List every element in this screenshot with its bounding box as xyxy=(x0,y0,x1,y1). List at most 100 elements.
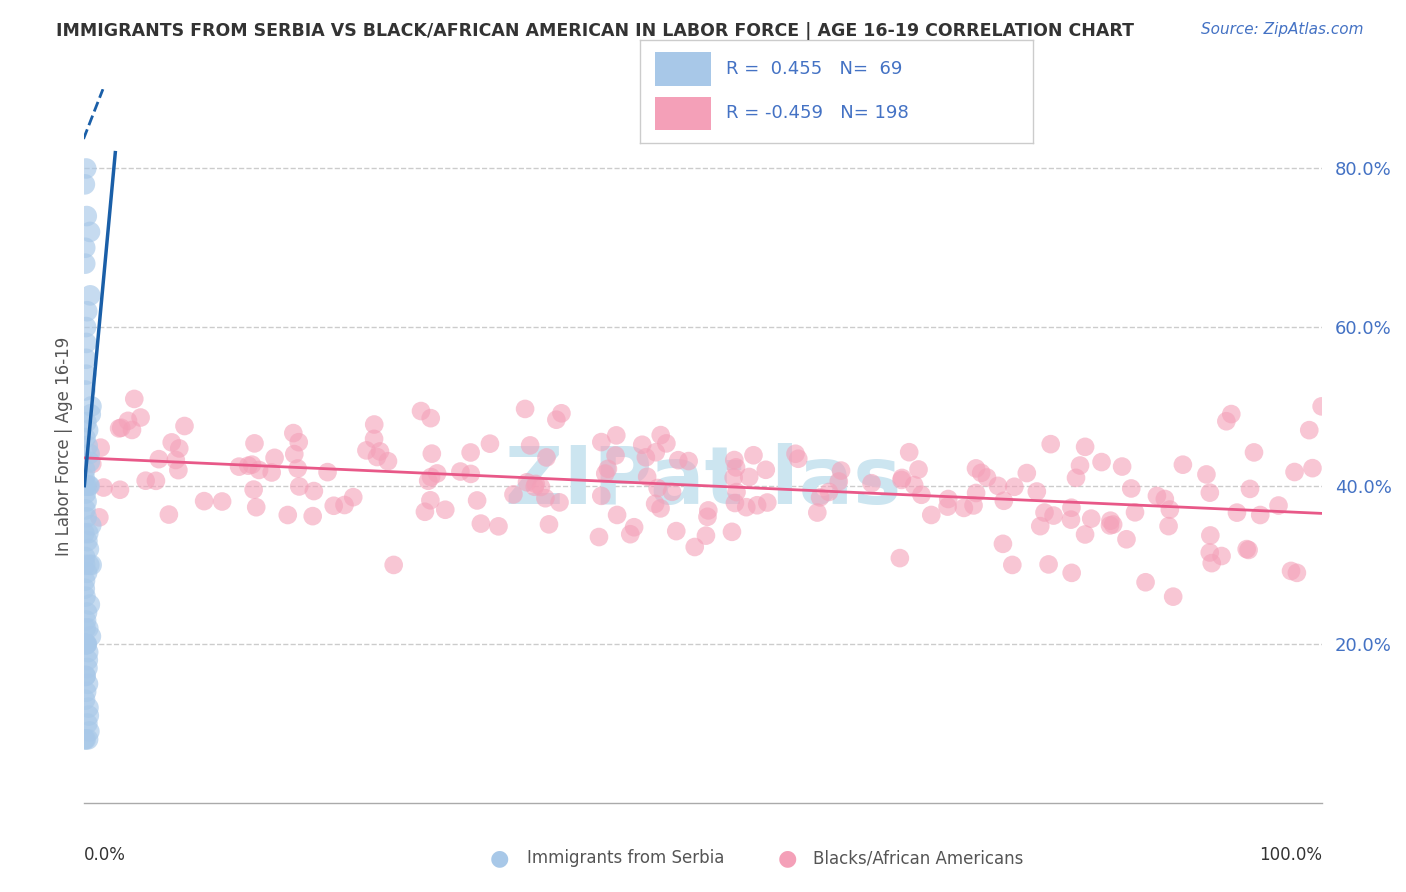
Point xyxy=(647,481,669,495)
Point xyxy=(1060,566,1083,580)
Point xyxy=(263,450,285,465)
Point xyxy=(650,501,672,516)
Point xyxy=(735,500,758,515)
Point xyxy=(75,621,97,635)
Point xyxy=(516,475,538,490)
Point xyxy=(513,401,536,416)
Point xyxy=(636,469,658,483)
Point xyxy=(965,486,987,500)
Point xyxy=(75,351,97,366)
Point xyxy=(260,466,283,480)
Point xyxy=(121,423,143,437)
Point xyxy=(523,480,546,494)
Point xyxy=(82,457,104,471)
Point xyxy=(991,537,1014,551)
Point xyxy=(76,566,98,580)
Point xyxy=(987,479,1010,493)
Point xyxy=(76,304,98,318)
Point xyxy=(808,491,831,505)
Point xyxy=(1161,590,1184,604)
Point xyxy=(591,489,613,503)
Point xyxy=(449,465,471,479)
Point xyxy=(619,527,641,541)
Point xyxy=(1123,505,1146,519)
Point xyxy=(936,491,959,506)
Point xyxy=(860,476,883,491)
Point xyxy=(1015,466,1038,480)
Point xyxy=(1157,519,1180,533)
Point xyxy=(76,716,98,731)
Point xyxy=(363,417,385,432)
Point xyxy=(287,461,309,475)
Text: ZIPat las: ZIPat las xyxy=(505,442,901,521)
Point xyxy=(80,518,103,533)
Point xyxy=(818,484,841,499)
Point xyxy=(1195,467,1218,482)
Point xyxy=(243,436,266,450)
Point xyxy=(721,524,744,539)
Point xyxy=(1038,558,1060,572)
Point xyxy=(77,677,100,691)
Point xyxy=(80,629,103,643)
Point xyxy=(167,442,190,456)
Point xyxy=(519,438,541,452)
Point xyxy=(247,463,270,477)
Point xyxy=(806,506,828,520)
Point xyxy=(75,320,97,334)
Point xyxy=(363,432,385,446)
Point xyxy=(1111,459,1133,474)
Point xyxy=(283,426,305,441)
Point xyxy=(79,447,101,461)
Point xyxy=(742,448,765,462)
Point xyxy=(962,499,984,513)
Point xyxy=(288,479,311,493)
Point xyxy=(655,436,678,450)
Point xyxy=(76,534,98,549)
Point xyxy=(1064,471,1087,485)
Point xyxy=(245,500,267,515)
Point xyxy=(891,471,914,485)
Point xyxy=(623,520,645,534)
Point xyxy=(419,493,441,508)
Point xyxy=(301,509,323,524)
Point xyxy=(976,470,998,484)
Point xyxy=(1153,491,1175,506)
Point xyxy=(75,669,97,683)
Point xyxy=(77,423,100,437)
Point xyxy=(75,732,97,747)
Point xyxy=(368,444,391,458)
Point xyxy=(420,470,443,484)
Point xyxy=(1025,484,1047,499)
Point xyxy=(1249,508,1271,522)
Point xyxy=(76,637,98,651)
Point xyxy=(1284,465,1306,479)
Point xyxy=(898,445,921,459)
Point xyxy=(696,509,718,524)
Point xyxy=(546,413,568,427)
Point xyxy=(77,621,100,635)
Point xyxy=(1074,527,1097,541)
Text: ●: ● xyxy=(778,848,797,868)
Point xyxy=(75,685,97,699)
Point xyxy=(745,498,768,512)
Point xyxy=(1211,549,1233,563)
Point xyxy=(76,653,98,667)
Point xyxy=(79,558,101,572)
Text: IMMIGRANTS FROM SERBIA VS BLACK/AFRICAN AMERICAN IN LABOR FORCE | AGE 16-19 CORR: IMMIGRANTS FROM SERBIA VS BLACK/AFRICAN … xyxy=(56,22,1135,40)
Point xyxy=(76,606,98,620)
Point xyxy=(80,558,103,572)
Point xyxy=(73,582,96,596)
Point xyxy=(79,724,101,739)
Point xyxy=(377,454,399,468)
Point xyxy=(970,466,993,480)
Point xyxy=(165,453,187,467)
Point xyxy=(591,435,613,450)
Point xyxy=(75,431,97,445)
Point xyxy=(1115,533,1137,547)
Point xyxy=(1002,480,1025,494)
Point xyxy=(129,410,152,425)
Point xyxy=(465,493,488,508)
Point xyxy=(631,438,654,452)
Point xyxy=(77,526,100,541)
Point xyxy=(1201,556,1223,570)
